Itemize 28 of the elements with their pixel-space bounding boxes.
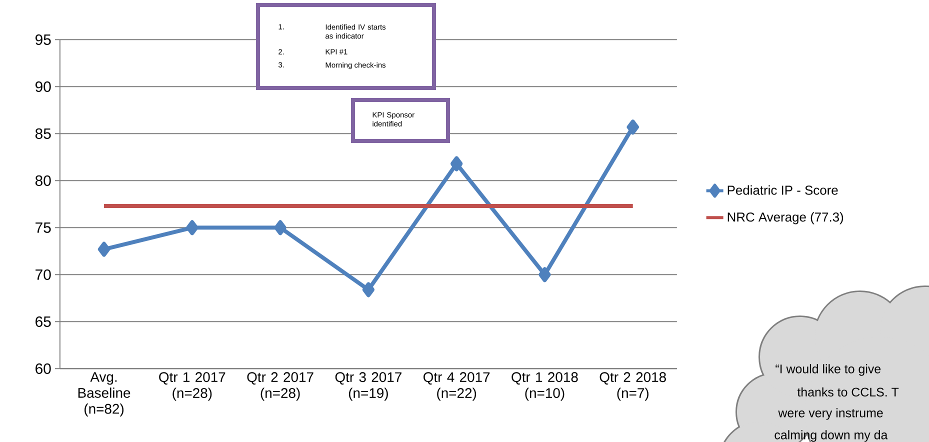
y-tick-label: 70 bbox=[36, 269, 51, 280]
y-tick-label: 60 bbox=[36, 363, 51, 374]
x-tick-label: Avg. Baseline (n=82) bbox=[78, 372, 130, 417]
legend-label: NRC Average (77.3) bbox=[728, 212, 844, 224]
x-tick-label: Qtr 1 2018 (n=10) bbox=[512, 372, 578, 401]
point bbox=[626, 120, 639, 135]
text: thanks to CCLS. T bbox=[797, 387, 899, 397]
point bbox=[98, 242, 110, 257]
y-tick-label: 80 bbox=[35, 175, 51, 186]
y-tick-label: 90 bbox=[36, 81, 51, 92]
point bbox=[538, 267, 551, 282]
legend-label: Pediatric IP - Score bbox=[728, 185, 838, 195]
point bbox=[186, 220, 198, 236]
x-tick-label: Qtr 4 2017 (n=22) bbox=[424, 372, 490, 401]
text: were very instrume bbox=[778, 408, 883, 420]
x-tick-label: Qtr 1 2017 (n=28) bbox=[159, 372, 226, 401]
text: calming down my da bbox=[774, 430, 888, 442]
y-tick-label: 95 bbox=[36, 34, 51, 45]
y-tick-label: 75 bbox=[36, 222, 51, 233]
point bbox=[362, 282, 375, 298]
y-tick-label: 85 bbox=[35, 128, 51, 139]
x-tick-label: Qtr 2 2018 (n=7) bbox=[600, 372, 666, 401]
y-tick-label: 65 bbox=[36, 316, 51, 327]
x-tick-label: Qtr 2 2017 (n=28) bbox=[247, 372, 314, 401]
point bbox=[274, 220, 286, 236]
point bbox=[450, 156, 463, 172]
text: “I would like to give bbox=[776, 364, 881, 376]
x-tick-label: Qtr 3 2017 (n=19) bbox=[335, 372, 402, 401]
